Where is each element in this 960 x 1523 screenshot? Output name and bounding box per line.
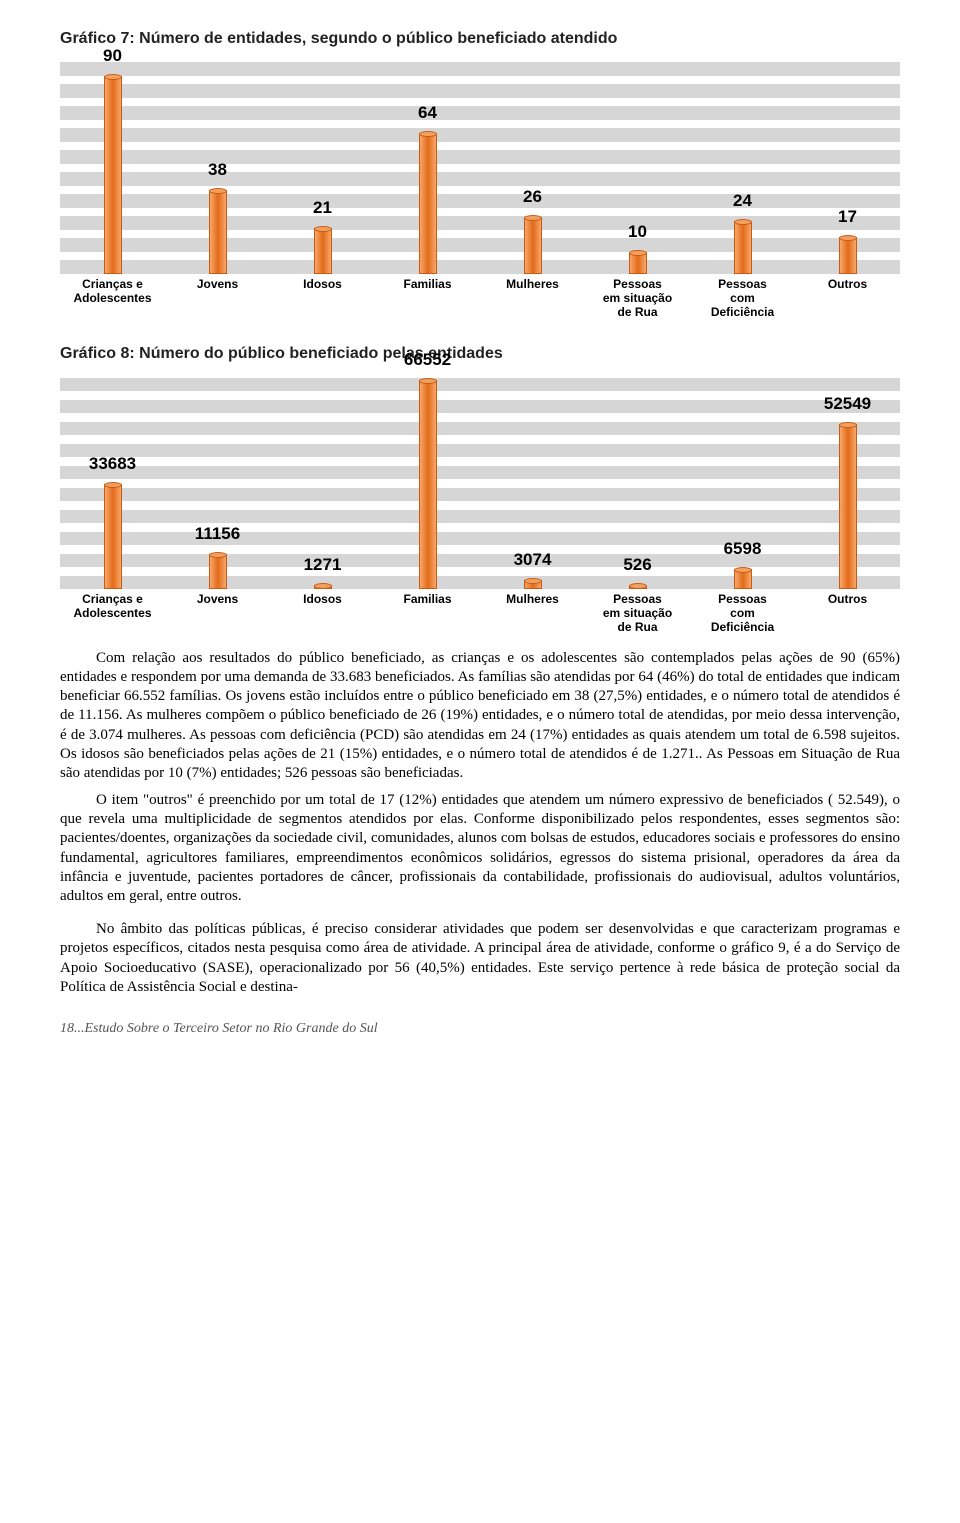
chart7-grid: 90 38 21 64 26 10 24 17 [60,54,900,274]
bar-value-label: 3074 [514,550,552,570]
bar-cap [209,552,227,558]
bar-value-label: 11156 [195,524,240,544]
bar-value-label: 33683 [89,454,136,474]
body-text: Com relação aos resultados do público be… [60,649,900,997]
bar-cap [629,583,647,589]
bar-cap [734,219,752,225]
bar-value-label: 1271 [304,555,342,575]
bar-value-label: 52549 [824,394,871,414]
bar-column: 26 [480,54,585,274]
bar [629,585,647,589]
bars-row: 33683 11156 1271 66552 3074 526 6598 52549 [60,369,900,589]
bar [209,554,227,589]
bar-value-label: 6598 [724,539,762,559]
bar [209,190,227,274]
bar-column: 64 [375,54,480,274]
bar-column: 3074 [480,369,585,589]
bar-column: 52549 [795,369,900,589]
bar [314,228,332,274]
axis-label: Familias [375,593,480,634]
bar-value-label: 64 [418,103,437,123]
bar-value-label: 24 [733,191,752,211]
bar-column: 1271 [270,369,375,589]
bar-cap [734,567,752,573]
axis-label: Outros [795,278,900,319]
bar-column: 38 [165,54,270,274]
axis-label: Jovens [165,278,270,319]
bars-row: 90 38 21 64 26 10 24 17 [60,54,900,274]
bar-column: 526 [585,369,690,589]
bar [314,585,332,589]
axis-label: Mulheres [480,278,585,319]
chart7-title: Gráfico 7: Número de entidades, segundo … [60,30,900,48]
bar-value-label: 90 [103,46,122,66]
bar [104,76,122,274]
chart8-title: Gráfico 8: Número do público beneficiado… [60,345,900,363]
bar-column: 24 [690,54,795,274]
bar-cap [314,226,332,232]
bar-cap [209,188,227,194]
axis-label: Jovens [165,593,270,634]
axis-label: Idosos [270,593,375,634]
bar-value-label: 526 [623,555,651,575]
bar-value-label: 26 [523,187,542,207]
bar-cap [419,378,437,384]
bar-column: 17 [795,54,900,274]
bar [734,569,752,590]
bar [104,484,122,590]
bar [419,380,437,589]
bar-value-label: 66552 [404,350,451,370]
bar [839,424,857,589]
axis-label: Mulheres [480,593,585,634]
axis-label: PessoascomDeficiência [690,278,795,319]
axis-label: Crianças eAdolescentes [60,278,165,319]
axis-label: Pessoasem situaçãode Rua [585,593,690,634]
axis-label: Outros [795,593,900,634]
paragraph-2: O item "outros" é preenchido por um tota… [60,791,900,906]
bar-cap [524,215,542,221]
bar [629,252,647,274]
bar-column: 21 [270,54,375,274]
bar-column: 66552 [375,369,480,589]
bar-cap [839,422,857,428]
chart7-area: 90 38 21 64 26 10 24 17 Crianças eAdolescentesJ… [60,54,900,319]
bar-cap [839,235,857,241]
page-footer: 18...Estudo Sobre o Terceiro Setor no Ri… [60,1021,900,1037]
bar [524,580,542,590]
bar-column: 90 [60,54,165,274]
bar [734,221,752,274]
bar-cap [629,250,647,256]
bar [524,217,542,274]
bar-column: 11156 [165,369,270,589]
chart8-area: 33683 11156 1271 66552 3074 526 6598 52549 Cria… [60,369,900,634]
axis-label: PessoascomDeficiência [690,593,795,634]
bar-column: 10 [585,54,690,274]
bar-cap [314,583,332,589]
bar-cap [419,131,437,137]
bar-cap [104,74,122,80]
bar-value-label: 17 [838,207,857,227]
bar [839,237,857,274]
chart8-axis: Crianças eAdolescentesJovensIdososFamili… [60,593,900,634]
bar-cap [524,578,542,584]
axis-label: Crianças eAdolescentes [60,593,165,634]
paragraph-3: No âmbito das políticas públicas, é prec… [60,920,900,997]
axis-label: Familias [375,278,480,319]
chart7-axis: Crianças eAdolescentesJovensIdososFamili… [60,278,900,319]
bar-column: 6598 [690,369,795,589]
bar-value-label: 21 [313,198,332,218]
bar-value-label: 10 [628,222,647,242]
bar-cap [104,482,122,488]
chart8-grid: 33683 11156 1271 66552 3074 526 6598 52549 [60,369,900,589]
paragraph-1: Com relação aos resultados do público be… [60,649,900,783]
bar-value-label: 38 [208,160,227,180]
bar-column: 33683 [60,369,165,589]
axis-label: Pessoasem situaçãode Rua [585,278,690,319]
axis-label: Idosos [270,278,375,319]
bar [419,133,437,274]
